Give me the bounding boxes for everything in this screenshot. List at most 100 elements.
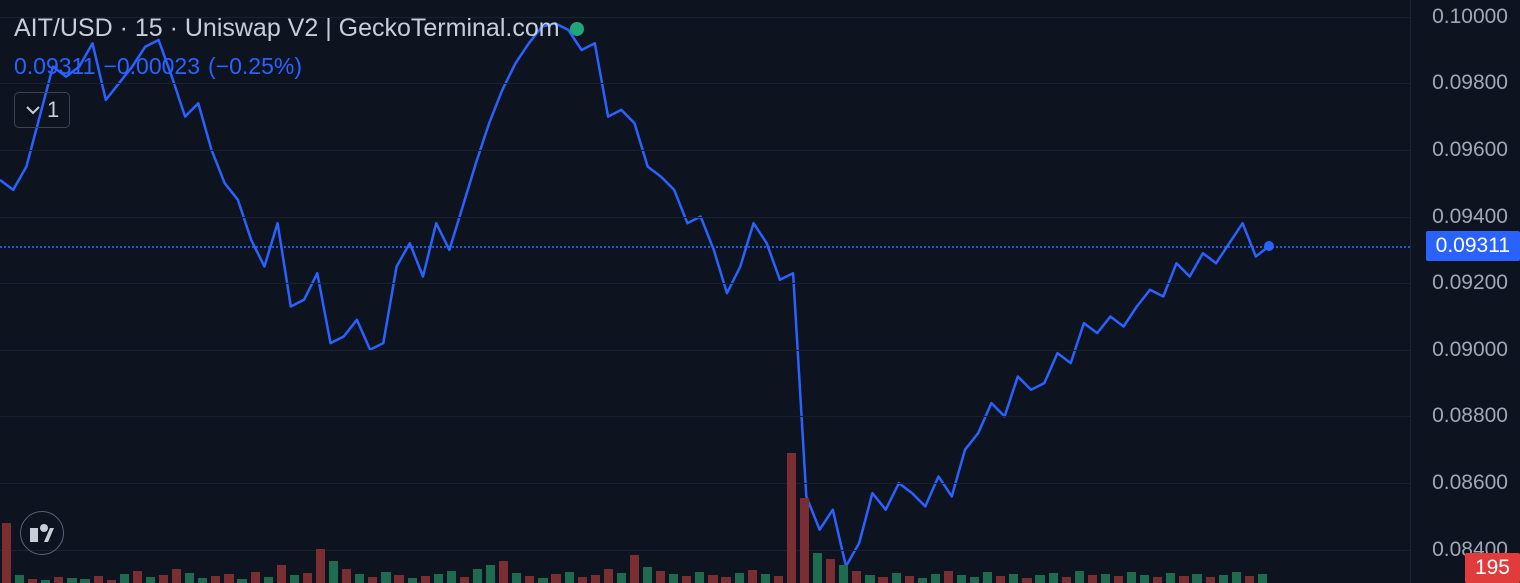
y-axis-tick: 0.08600	[1432, 471, 1508, 495]
volume-bar	[826, 559, 835, 583]
y-axis[interactable]: 0.100000.098000.096000.094000.092000.090…	[1410, 0, 1520, 583]
volume-bar	[839, 565, 848, 583]
volume-bar	[630, 555, 639, 583]
volume-bar	[146, 577, 155, 583]
tradingview-icon	[30, 524, 54, 542]
volume-bar	[682, 576, 691, 583]
y-axis-tick: 0.09400	[1432, 205, 1508, 229]
current-price-tag: 0.09311	[1426, 231, 1520, 261]
volume-bar	[447, 571, 456, 583]
volume-badge: 195	[1465, 553, 1520, 583]
volume-bar	[1166, 573, 1175, 583]
volume-bar	[408, 578, 417, 583]
volume-bar	[1049, 573, 1058, 583]
volume-bar	[983, 572, 992, 583]
volume-bar	[473, 569, 482, 583]
y-axis-tick: 0.09600	[1432, 138, 1508, 162]
grid-line	[0, 350, 1410, 351]
volume-bar	[1114, 576, 1123, 583]
volume-bar	[303, 573, 312, 583]
grid-line	[0, 150, 1410, 151]
volume-bar	[460, 577, 469, 583]
volume-bar	[172, 569, 181, 583]
grid-line	[0, 283, 1410, 284]
indicator-toggle-button[interactable]: 1	[14, 92, 70, 128]
price-stats: 0.09311 −0.00023 (−0.25%)	[14, 53, 584, 80]
volume-bar	[1088, 575, 1097, 583]
current-price: 0.09311	[14, 53, 95, 80]
volume-bar	[198, 578, 207, 583]
volume-bar	[185, 573, 194, 583]
grid-line	[0, 217, 1410, 218]
volume-bar	[970, 577, 979, 583]
current-price-line	[0, 246, 1410, 248]
volume-bar	[277, 565, 286, 583]
chart-header: AIT/USD · 15 · Uniswap V2 | GeckoTermina…	[14, 14, 584, 128]
volume-area	[0, 433, 1410, 583]
volume-bar	[1022, 578, 1031, 583]
volume-bar	[1009, 574, 1018, 583]
indicator-toggle-label: 1	[47, 97, 59, 123]
volume-bar	[1075, 571, 1084, 583]
volume-bar	[211, 576, 220, 583]
volume-bar	[54, 577, 63, 583]
volume-bar	[905, 576, 914, 583]
volume-bar	[578, 577, 587, 583]
volume-bar	[996, 576, 1005, 583]
volume-bar	[342, 569, 351, 583]
volume-bar	[67, 578, 76, 583]
volume-bar	[2, 523, 11, 583]
volume-bar	[1035, 575, 1044, 583]
volume-bar	[512, 573, 521, 583]
grid-line	[0, 416, 1410, 417]
volume-bar	[1245, 576, 1254, 583]
volume-bar	[368, 577, 377, 583]
volume-bar	[656, 571, 665, 583]
volume-bar	[421, 576, 430, 583]
volume-bar	[94, 576, 103, 583]
price-change-abs: −0.00023	[103, 53, 200, 80]
volume-bar	[761, 574, 770, 583]
chart-title[interactable]: AIT/USD · 15 · Uniswap V2 | GeckoTermina…	[14, 14, 560, 43]
volume-bar	[735, 573, 744, 583]
volume-bar	[355, 574, 364, 583]
volume-bar	[316, 549, 325, 583]
y-axis-tick: 0.08800	[1432, 404, 1508, 428]
volume-bar	[604, 569, 613, 583]
volume-bar	[1192, 574, 1201, 583]
price-cursor-dot	[1264, 241, 1274, 251]
price-change-pct: (−0.25%)	[208, 53, 302, 80]
volume-bar	[133, 571, 142, 583]
volume-bar	[565, 572, 574, 583]
volume-bar	[486, 565, 495, 583]
volume-bar	[538, 578, 547, 583]
volume-bar	[617, 573, 626, 583]
volume-bar	[224, 574, 233, 583]
volume-bar	[525, 576, 534, 583]
volume-bar	[1153, 577, 1162, 583]
volume-bar	[290, 575, 299, 583]
volume-bar	[15, 575, 24, 583]
volume-bar	[1219, 575, 1228, 583]
status-dot-icon	[570, 22, 584, 36]
y-axis-tick: 0.09800	[1432, 71, 1508, 95]
volume-bar	[852, 571, 861, 583]
volume-bar	[957, 575, 966, 583]
volume-bar	[591, 575, 600, 583]
volume-bar	[669, 574, 678, 583]
volume-bar	[721, 577, 730, 583]
volume-bar	[1140, 575, 1149, 583]
volume-bar	[1232, 572, 1241, 583]
volume-bar	[800, 498, 809, 583]
volume-bar	[774, 576, 783, 583]
volume-bar	[1206, 577, 1215, 583]
volume-bar	[237, 579, 246, 583]
y-axis-tick: 0.09200	[1432, 271, 1508, 295]
tradingview-logo[interactable]	[20, 511, 64, 555]
volume-bar	[159, 575, 168, 583]
y-axis-tick: 0.09000	[1432, 338, 1508, 362]
volume-bar	[28, 579, 37, 583]
volume-bar	[813, 553, 822, 583]
volume-bar	[434, 574, 443, 583]
volume-bar	[551, 574, 560, 583]
